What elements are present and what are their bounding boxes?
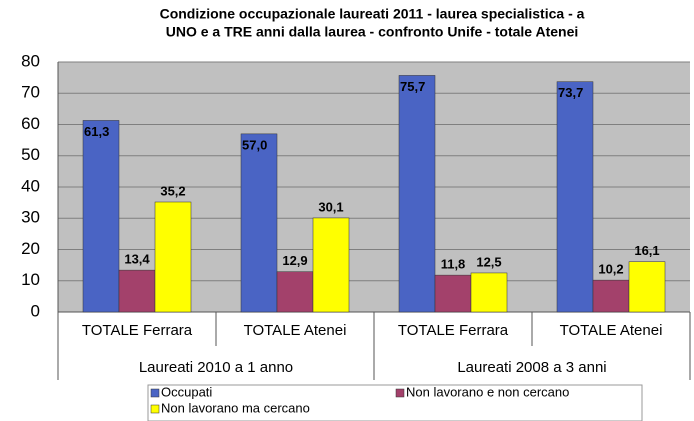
legend-label: Non lavorano e non cercano [406, 384, 569, 399]
chart-title: Condizione occupazionale laureati 2011 -… [160, 6, 585, 22]
data-label: 12,9 [282, 253, 307, 268]
y-tick-label: 10 [21, 270, 40, 289]
bar [154, 201, 192, 313]
y-tick-label: 70 [21, 83, 40, 102]
bar [434, 274, 472, 313]
x-tick-label: TOTALE Atenei [244, 322, 347, 339]
y-tick-label: 40 [21, 176, 40, 195]
bar [82, 120, 120, 313]
x-tick-label: TOTALE Ferrara [82, 322, 193, 339]
data-label: 57,0 [242, 137, 267, 152]
data-label: 12,5 [476, 254, 501, 269]
bar [312, 217, 350, 313]
y-tick-label: 50 [21, 145, 40, 164]
y-tick-label: 80 [21, 51, 40, 70]
legend [147, 384, 643, 421]
group-label: Laureati 2008 a 3 anni [457, 359, 606, 376]
chart-title: UNO e a TRE anni dalla laurea - confront… [166, 24, 579, 40]
x-tick-label: TOTALE Ferrara [398, 322, 509, 339]
legend-swatch [150, 404, 160, 414]
data-label: 10,2 [598, 262, 623, 277]
legend-label: Occupati [161, 384, 212, 399]
bar [398, 75, 436, 313]
bar [118, 269, 156, 313]
y-tick-label: 30 [21, 208, 40, 227]
data-label: 30,1 [318, 199, 343, 214]
bar [628, 261, 666, 313]
bar [240, 133, 278, 313]
data-label: 16,1 [634, 243, 659, 258]
data-label: 75,7 [400, 79, 425, 94]
data-label: 13,4 [124, 252, 150, 267]
y-tick-label: 20 [21, 239, 40, 258]
bar [592, 279, 630, 313]
group-label: Laureati 2010 a 1 anno [139, 359, 293, 376]
bar [276, 271, 314, 313]
bar [556, 81, 594, 313]
bar [470, 272, 508, 313]
data-label: 61,3 [84, 124, 109, 139]
data-label: 73,7 [558, 85, 583, 100]
data-label: 35,2 [160, 183, 185, 198]
data-label: 11,8 [441, 257, 466, 272]
legend-swatch [150, 388, 160, 398]
y-tick-label: 0 [31, 301, 40, 320]
legend-label: Non lavorano ma cercano [161, 400, 310, 415]
y-tick-label: 60 [21, 114, 40, 133]
legend-swatch [395, 388, 405, 398]
x-tick-label: TOTALE Atenei [560, 322, 663, 339]
